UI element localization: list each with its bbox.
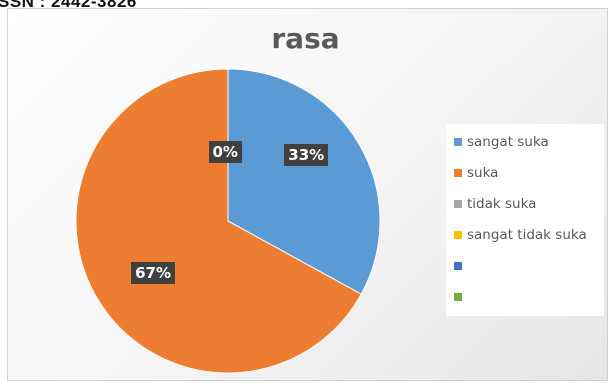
chart-title: rasa (271, 22, 340, 55)
legend-swatch-4 (454, 231, 462, 239)
issn-header-text: SSN : 2442-3826 (0, 0, 137, 11)
legend-swatch-3 (454, 200, 462, 208)
legend-item-1: sangat suka (454, 132, 549, 152)
legend-swatch-5 (454, 262, 462, 270)
legend-item-6 (454, 287, 467, 307)
pie-slices (75, 68, 381, 374)
legend-label-2: suka (467, 165, 499, 181)
legend-item-2: suka (454, 163, 498, 183)
legend-item-4: sangat tidak suka (454, 225, 587, 245)
legend-item-5 (454, 256, 467, 276)
legend-label-1: sangat suka (467, 134, 549, 150)
data-label-1: 33% (284, 143, 329, 166)
legend-item-3: tidak suka (454, 194, 536, 214)
legend-label-4: sangat tidak suka (467, 227, 587, 243)
legend-swatch-1 (454, 138, 462, 146)
chart-legend: sangat suka suka tidak suka sangat tidak su… (446, 124, 604, 316)
data-label-3: 0% (208, 141, 242, 164)
pie-slice-2 (75, 68, 362, 374)
legend-swatch-2 (454, 169, 462, 177)
legend-label-3: tidak suka (467, 196, 537, 212)
data-label-2: 67% (131, 261, 176, 284)
legend-swatch-6 (454, 293, 462, 301)
pie-slice-1 (227, 68, 381, 295)
